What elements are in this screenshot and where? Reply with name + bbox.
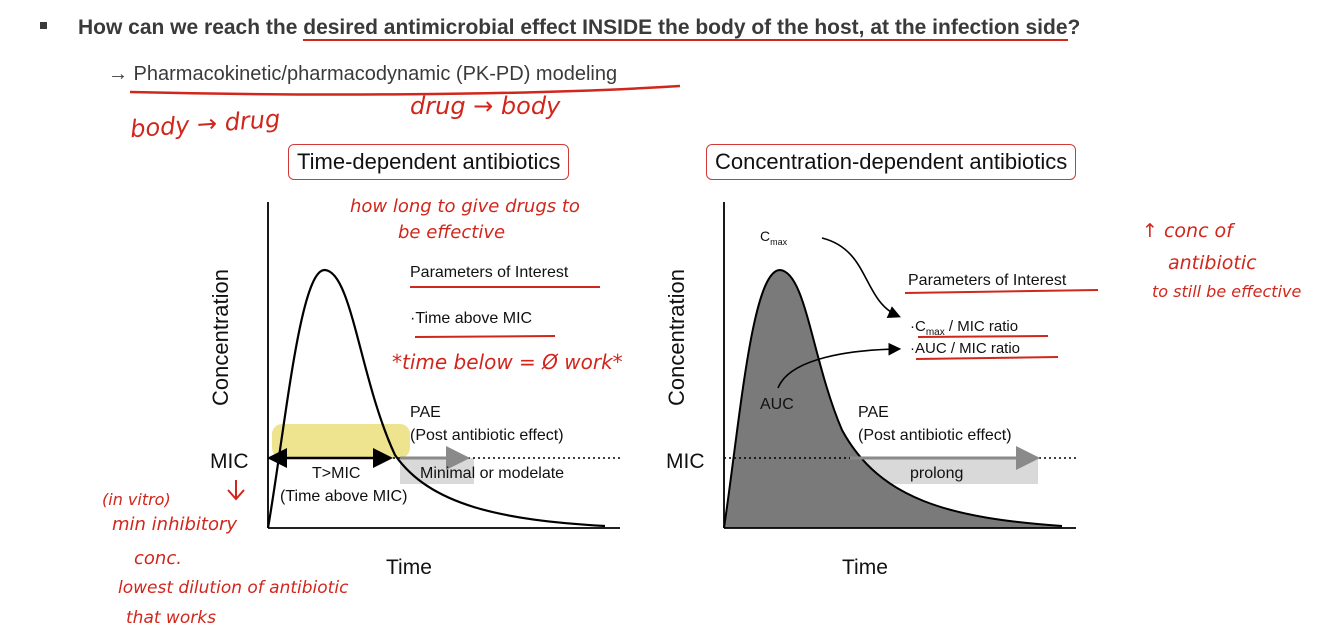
auc-pointer: [777, 342, 902, 389]
right-pae-full: (Post antibiotic effect): [858, 427, 1012, 444]
note-min-inhib-2: conc.: [134, 548, 182, 569]
note-how-long-2: be effective: [398, 222, 506, 243]
cmax-label: Cmax: [760, 228, 788, 247]
right-pae-prolong: prolong: [910, 465, 964, 482]
left-x-label: Time: [386, 556, 432, 579]
left-pae-label: PAE: [410, 404, 441, 421]
auc-underline: [915, 356, 1059, 360]
left-pae-full: (Post antibiotic effect): [410, 427, 564, 444]
right-x-label: Time: [842, 556, 888, 579]
right-param-cmax: ·Cmax / MIC ratio: [910, 318, 1019, 338]
pk-underline: [129, 84, 681, 96]
right-curve: [723, 268, 1063, 529]
left-pae-minimal: Minimal or modelate: [420, 465, 565, 482]
cmax-underline: [917, 335, 1049, 338]
right-y-label: Concentration: [664, 269, 689, 406]
right-chart: [723, 202, 1076, 529]
left-y-label: Concentration: [208, 269, 233, 406]
left-curve: [266, 268, 606, 529]
auc-area: [724, 270, 1062, 528]
question-heading: How can we reach the desired antimicrobi…: [78, 16, 1081, 41]
note-drug-body: drug → body: [410, 92, 561, 120]
auc-label: AUC: [760, 396, 794, 413]
left-param-time-above-mic: ·Time above MIC: [410, 310, 533, 327]
right-chart-title: Concentration-dependent antibiotics: [706, 144, 1077, 180]
bullet-icon: [40, 22, 47, 29]
note-conc-2: antibiotic: [1168, 252, 1257, 274]
question-highlight: desired antimicrobial effect INSIDE the …: [303, 16, 1068, 41]
right-param-auc: ·AUC / MIC ratio: [910, 340, 1021, 357]
note-how-long-1: how long to give drugs to: [350, 196, 580, 217]
left-mic-label: MIC: [210, 450, 249, 473]
note-min-inhib-1: min inhibitory: [112, 514, 238, 535]
cmax-pointer: [821, 237, 901, 318]
note-lowest-1: lowest dilution of antibiotic: [118, 578, 349, 598]
left-chart-title: Time-dependent antibiotics: [288, 144, 570, 180]
right-params-title: Parameters of Interest: [908, 272, 1067, 289]
hw-down-arrow-icon: [227, 480, 245, 501]
time-mic-underline: [414, 335, 556, 338]
left-params-title: Parameters of Interest: [410, 264, 569, 281]
note-time-below: *time below = Ø work*: [392, 350, 623, 374]
note-in-vitro: (in vitro): [102, 490, 171, 509]
t-mic-label: T>MIC: [312, 465, 361, 482]
right-pae-label: PAE: [858, 404, 889, 421]
right-mic-label: MIC: [666, 450, 705, 473]
note-lowest-2: that works: [126, 608, 216, 628]
note-conc-1: ↑ conc of: [1142, 220, 1233, 242]
pk-pd-line: → Pharmacokinetic/pharmacodynamic (PK-PD…: [108, 63, 618, 85]
params-underline-right: [904, 289, 1099, 294]
note-conc-3: to still be effective: [1152, 282, 1302, 301]
left-chart: [266, 202, 620, 529]
t-mic-full-label: (Time above MIC): [280, 488, 408, 505]
